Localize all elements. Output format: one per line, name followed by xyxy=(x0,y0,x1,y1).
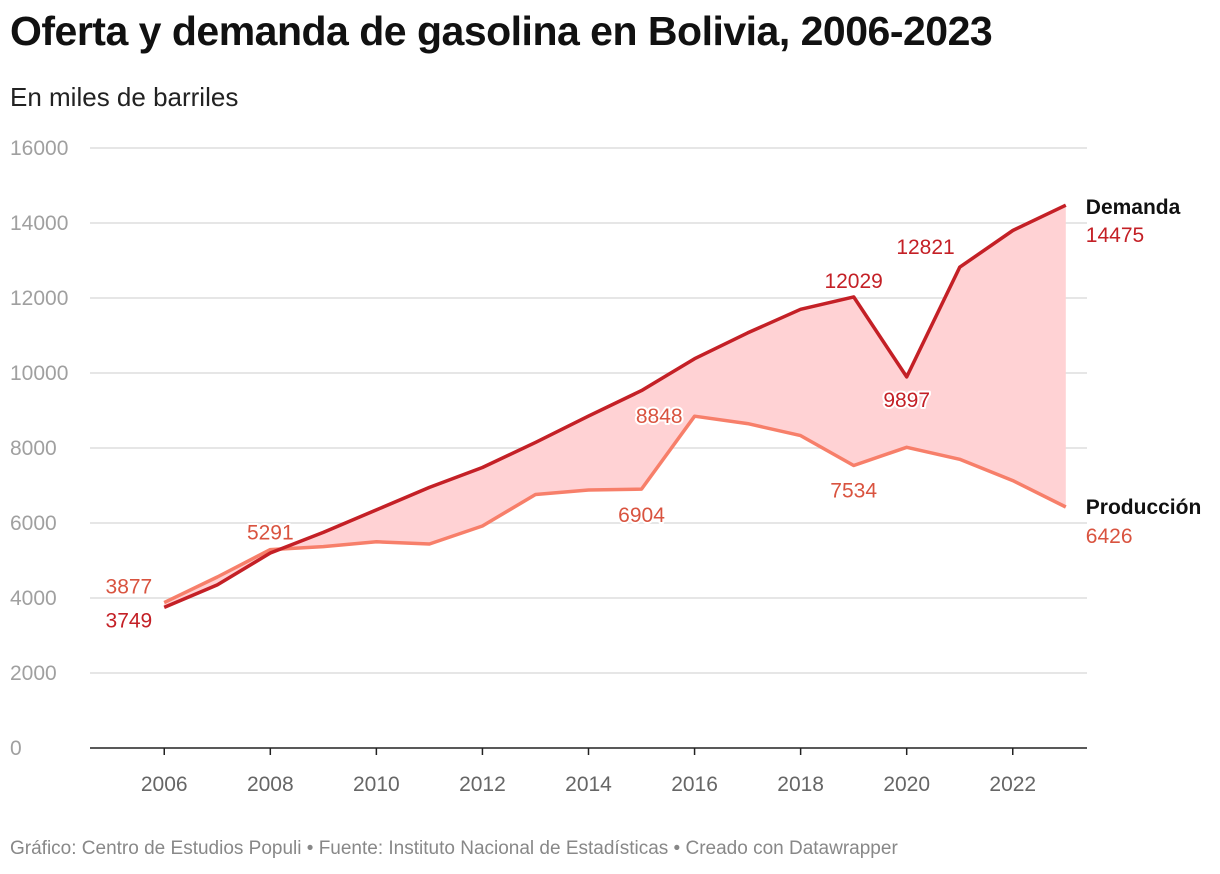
demanda-series-name: Demanda xyxy=(1086,196,1181,219)
y-tick-label: 0 xyxy=(10,737,22,760)
x-tick-label: 2020 xyxy=(883,773,930,796)
produccion-point-label: 3877 xyxy=(106,576,153,599)
produccion-point-label: 7534 xyxy=(830,479,877,502)
x-tick-label: 2006 xyxy=(141,773,188,796)
produccion-point-label: 6904 xyxy=(618,504,665,527)
x-tick-label: 2016 xyxy=(671,773,718,796)
x-tick-label: 2012 xyxy=(459,773,506,796)
y-tick-label: 14000 xyxy=(10,212,68,235)
produccion-end-value: 6426 xyxy=(1086,525,1133,548)
y-tick-label: 16000 xyxy=(10,137,68,160)
x-tick-label: 2022 xyxy=(989,773,1036,796)
x-tick-label: 2014 xyxy=(565,773,612,796)
demanda-line xyxy=(163,203,1067,610)
y-tick-label: 4000 xyxy=(10,587,57,610)
gap-area xyxy=(164,205,1066,608)
produccion-series-name: Producción xyxy=(1086,496,1202,519)
y-tick-label: 8000 xyxy=(10,437,57,460)
x-tick-label: 2008 xyxy=(247,773,294,796)
chart-footer: Gráfico: Centro de Estudios Populi • Fue… xyxy=(10,838,898,859)
demanda-point-label: 12029 xyxy=(824,270,882,293)
demanda-end-value: 14475 xyxy=(1086,224,1144,247)
y-tick-label: 10000 xyxy=(10,362,68,385)
demanda-point-label: 9897 xyxy=(883,389,930,412)
chart-subtitle: En miles de barriles xyxy=(10,82,239,112)
y-tick-label: 6000 xyxy=(10,512,57,535)
y-tick-label: 2000 xyxy=(10,662,57,685)
demanda-point-label: 12821 xyxy=(896,236,954,259)
y-tick-label: 12000 xyxy=(10,287,68,310)
line-chart: 0 2000 4000 6000 8000 10000 12000 14000 16000 200… xyxy=(10,137,1202,796)
x-tick-label: 2010 xyxy=(353,773,400,796)
produccion-point-label: 8848 xyxy=(636,405,683,428)
produccion-line xyxy=(163,414,1067,605)
x-tick-label: 2018 xyxy=(777,773,824,796)
chart-title: Oferta y demanda de gasolina en Bolivia,… xyxy=(10,8,993,54)
produccion-point-label: 5291 xyxy=(247,522,294,545)
demanda-point-label: 3749 xyxy=(106,609,153,632)
